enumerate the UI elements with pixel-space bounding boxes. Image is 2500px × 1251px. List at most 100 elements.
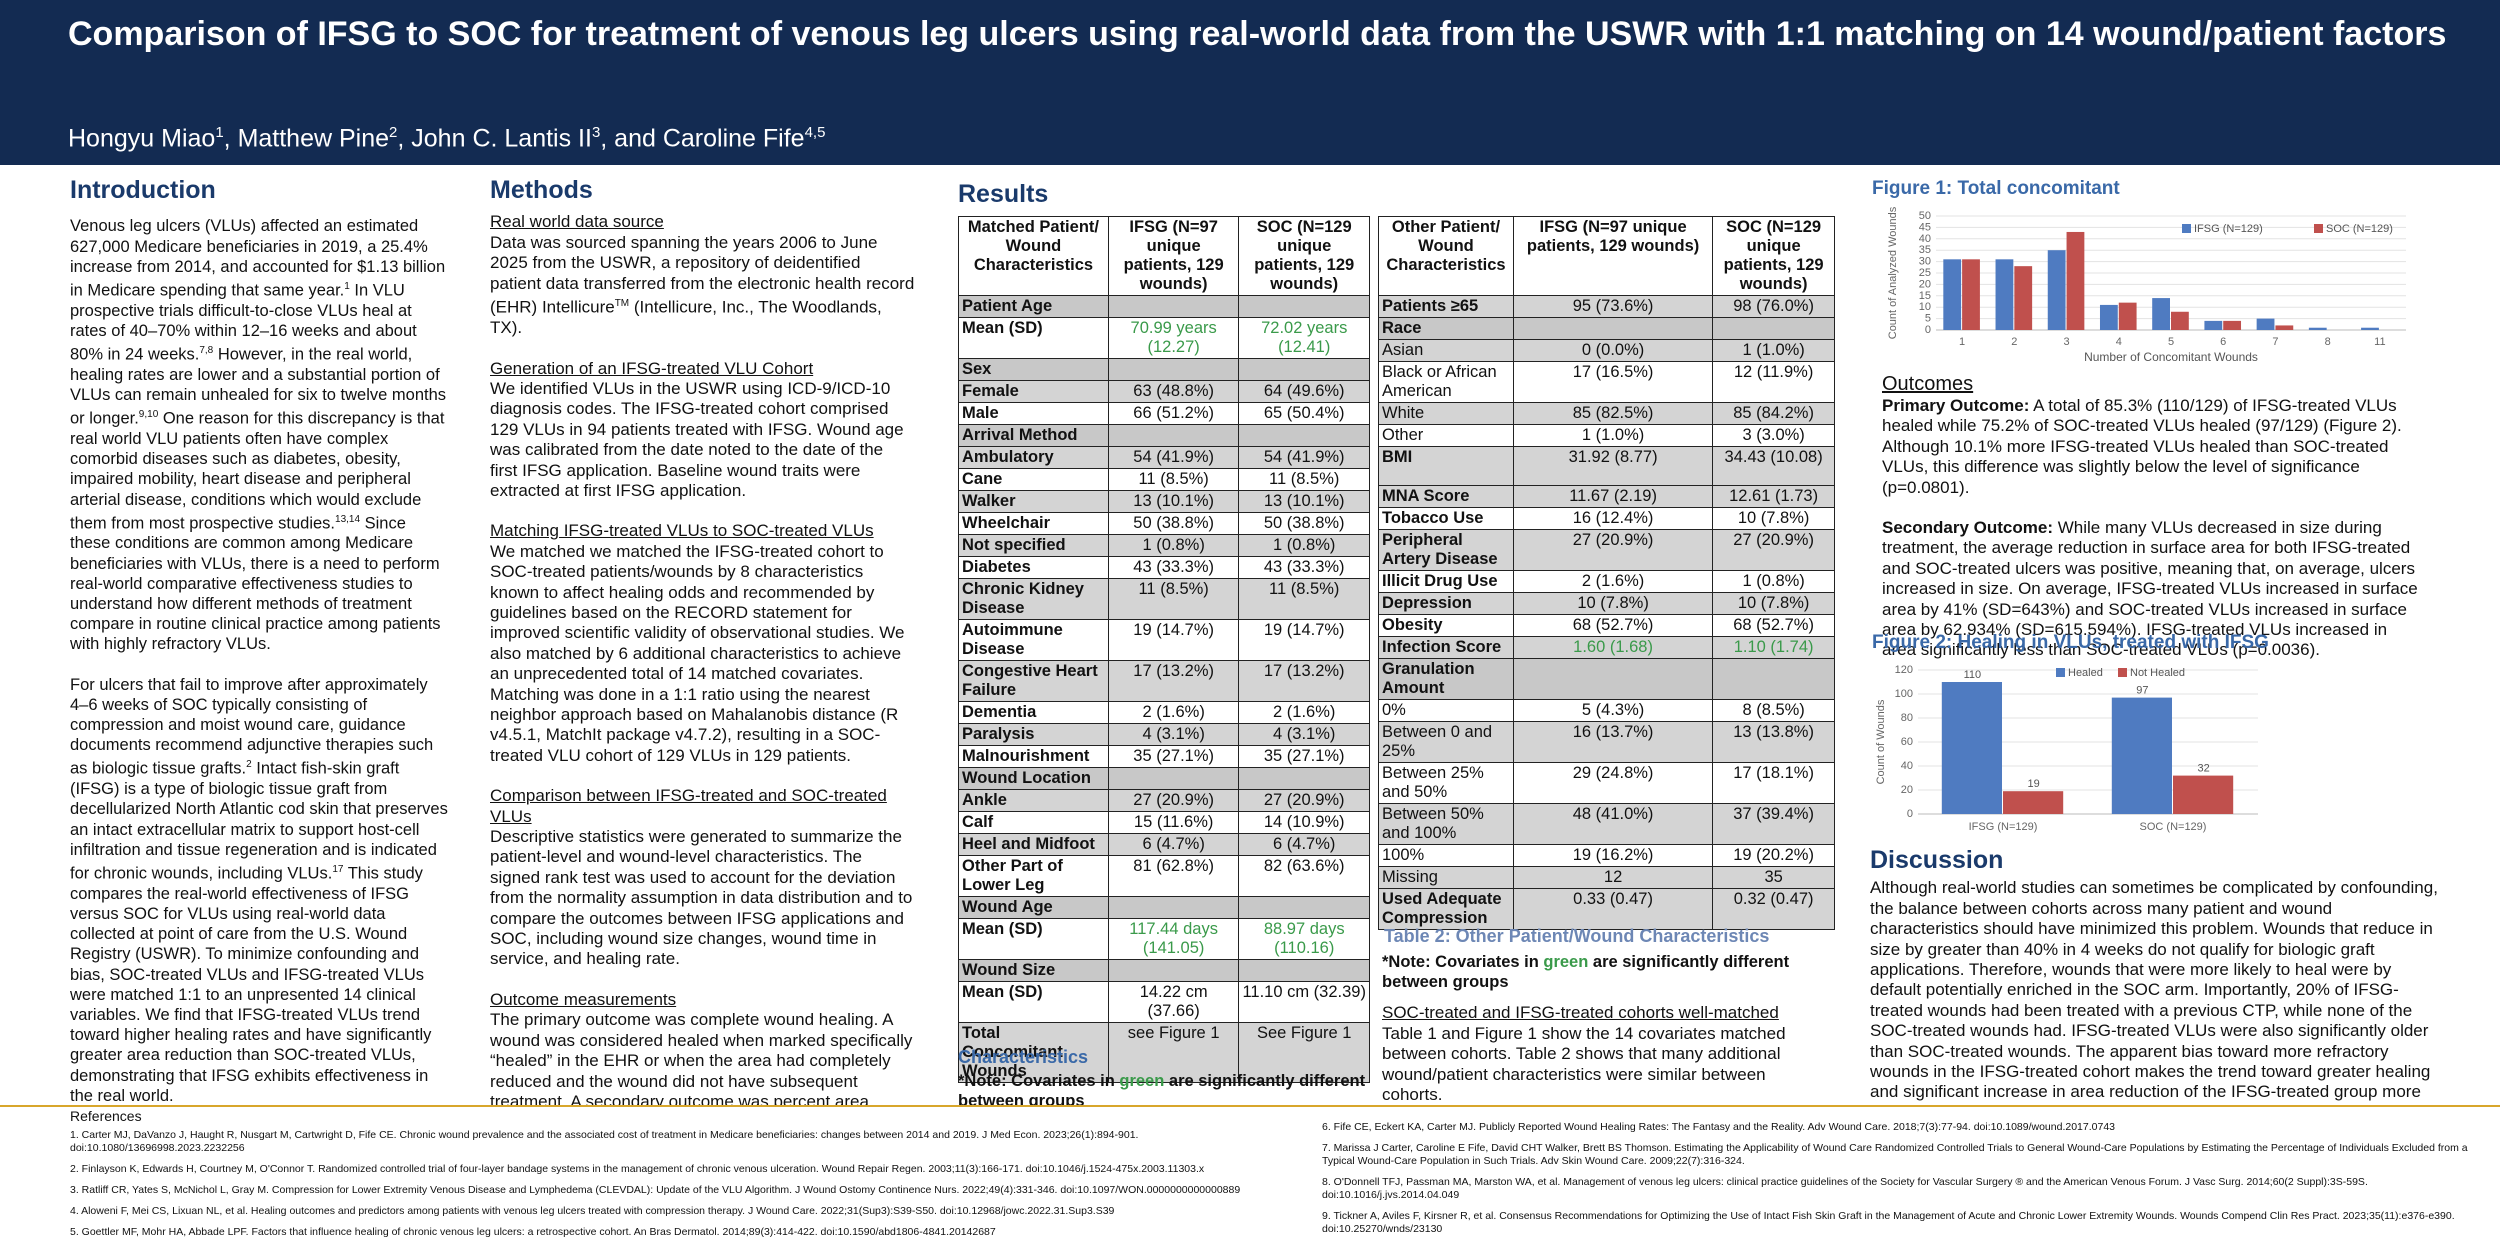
legend-label: Not Healed — [2130, 667, 2185, 679]
table-row: Mean (SD) 117.44 days (141.05) 88.97 days … — [958, 918, 1370, 960]
table-cell: 19 (14.7%) — [1107, 619, 1240, 661]
row-label: Used Adequate Compression — [1378, 888, 1514, 930]
table-cell — [1238, 959, 1370, 982]
legend-label: Healed — [2068, 667, 2103, 679]
table-cell: 2 (1.6%) — [1512, 570, 1714, 593]
table1-caption: Characteristics — [958, 1047, 1089, 1067]
x-tick-label: IFSG (N=129) — [1969, 821, 2038, 833]
table-row: Tobacco Use 16 (12.4%) 10 (7.8%) — [1378, 507, 1835, 530]
table2-note: *Note: Covariates in green are significa… — [1382, 953, 1790, 991]
table-row: Heel and Midfoot 6 (4.7%) 6 (4.7%) — [958, 833, 1370, 856]
row-label: Chronic Kidney Disease — [958, 578, 1109, 620]
table-cell: 81 (62.8%) — [1107, 855, 1240, 897]
table-cell: 27 (20.9%) — [1512, 529, 1714, 571]
reference-item: 2. Finlayson K, Edwards H, Courtney M, O… — [70, 1163, 1205, 1175]
table-cell: 66 (51.2%) — [1107, 402, 1240, 425]
references-section: References 1. Carter MJ, DaVanzo J, Haug… — [0, 1105, 2500, 1251]
reference-item: 1. Carter MJ, DaVanzo J, Haught R, Nusga… — [70, 1129, 1139, 1154]
cohorts-matched-title: SOC-treated and IFSG-treated cohorts wel… — [1382, 1003, 1779, 1022]
table-cell: 27 (20.9%) — [1712, 529, 1835, 571]
row-label: Infection Score — [1378, 636, 1514, 659]
reference-item: 8. O'Donnell TFJ, Passman MA, Marston WA… — [1322, 1176, 2368, 1201]
bar — [2223, 320, 2242, 330]
bar — [2204, 320, 2223, 330]
row-label: Paralysis — [958, 723, 1109, 746]
cohorts-matched-body: Table 1 and Figure 1 show the 14 covaria… — [1382, 1024, 1786, 1105]
table-cell: 10 (7.8%) — [1712, 592, 1835, 615]
legend-swatch — [2118, 668, 2127, 677]
table-row: Female 63 (48.8%) 64 (49.6%) — [958, 380, 1370, 403]
table-cell: 35 — [1712, 866, 1835, 889]
bar — [1962, 259, 1980, 330]
reference-item: 5. Goettler MF, Mohr HA, Abbade LPF. Fac… — [70, 1226, 996, 1238]
y-tick-label: 0 — [1925, 324, 1931, 336]
methods-heading: Methods — [490, 176, 593, 204]
table-cell: 65 (50.4%) — [1238, 402, 1370, 425]
table-cell: 98 (76.0%) — [1712, 295, 1835, 318]
table-row: Malnourishment 35 (27.1%) 35 (27.1%) — [958, 745, 1370, 768]
row-label: Congestive Heart Failure — [958, 660, 1109, 702]
table-cell: 1 (1.0%) — [1512, 424, 1714, 447]
y-tick-label: 120 — [1895, 664, 1913, 676]
row-label: Male — [958, 402, 1109, 425]
reference-item: 7. Marissa J Carter, Caroline E Fife, Da… — [1322, 1142, 2468, 1167]
author-affiliation: 3 — [591, 124, 601, 141]
row-label: Between 0 and 25% — [1378, 721, 1514, 763]
x-tick-label: 6 — [2220, 336, 2226, 348]
poster-title: Comparison of IFSG to SOC for treatment … — [68, 15, 2447, 53]
row-label: 0% — [1378, 699, 1514, 722]
table-cell: 11 (8.5%) — [1238, 578, 1370, 620]
methods-section-data-source-title: Real world data source — [490, 212, 664, 232]
table-cell: 19 (20.2%) — [1712, 844, 1835, 867]
y-tick-label: 5 — [1925, 313, 1931, 325]
row-label: BMI — [1378, 446, 1514, 486]
table-cell — [1238, 767, 1370, 790]
row-label: Patients ≥65 — [1378, 295, 1514, 318]
x-tick-label: SOC (N=129) — [2140, 821, 2207, 833]
row-label: Black or African American — [1378, 361, 1514, 403]
table-row: Wound Size — [958, 959, 1370, 982]
data-label: 110 — [1964, 669, 1982, 681]
results-heading: Results — [958, 180, 1049, 208]
table-cell — [1238, 295, 1370, 318]
y-axis-label: Count of Analyzed Wounds — [1887, 206, 1899, 339]
row-label: Ambulatory — [958, 446, 1109, 469]
table-row: Arrival Method — [958, 424, 1370, 447]
table-cell: 11.10 cm (32.39) — [1238, 981, 1370, 1023]
table-row: Obesity 68 (52.7%) 68 (52.7%) — [1378, 614, 1835, 637]
y-axis-label: Count of Wounds — [1875, 699, 1887, 784]
row-label: Race — [1378, 317, 1514, 340]
row-label: Illicit Drug Use — [1378, 570, 1514, 593]
table-row: Congestive Heart Failure 17 (13.2%) 17 (13… — [958, 660, 1370, 702]
column-header: IFSG (N=97 unique patients, 129 wounds) — [1107, 216, 1240, 296]
table-cell: 1 (0.8%) — [1238, 534, 1370, 557]
author-affiliation: 4,5 — [804, 124, 826, 141]
reference-item: 9. Tickner A, Aviles F, Kirsner R, et al… — [1322, 1210, 2455, 1235]
table-cell: 16 (12.4%) — [1512, 507, 1714, 530]
row-label: 100% — [1378, 844, 1514, 867]
bar — [2173, 775, 2234, 814]
table-cell: 54 (41.9%) — [1238, 446, 1370, 469]
table-cell — [1107, 424, 1240, 447]
bar — [2014, 266, 2033, 330]
row-label: Between 50% and 100% — [1378, 803, 1514, 845]
table-cell — [1238, 424, 1370, 447]
bar — [2171, 311, 2189, 330]
row-label: Between 25% and 50% — [1378, 762, 1514, 804]
table-row: Wheelchair 50 (38.8%) 50 (38.8%) — [958, 512, 1370, 535]
y-tick-label: 0 — [1907, 808, 1913, 820]
methods-section-cohort-title: Generation of an IFSG-treated VLU Cohort — [490, 358, 814, 378]
column-header: Matched Patient/ Wound Characteristics — [958, 216, 1109, 296]
table-cell: 16 (13.7%) — [1512, 721, 1714, 763]
table-row: Patient Age — [958, 295, 1370, 318]
y-tick-label: 45 — [1919, 221, 1931, 233]
table-cell: 82 (63.6%) — [1238, 855, 1370, 897]
table-cell: 11.67 (2.19) — [1512, 485, 1714, 508]
legend-swatch — [2182, 224, 2191, 233]
x-tick-label: 2 — [2011, 336, 2017, 348]
bar — [2118, 302, 2137, 330]
table-row: Autoimmune Disease 19 (14.7%) 19 (14.7%) — [958, 619, 1370, 661]
table-cell: 35 (27.1%) — [1238, 745, 1370, 768]
table-row: 0% 5 (4.3%) 8 (8.5%) — [1378, 699, 1835, 722]
